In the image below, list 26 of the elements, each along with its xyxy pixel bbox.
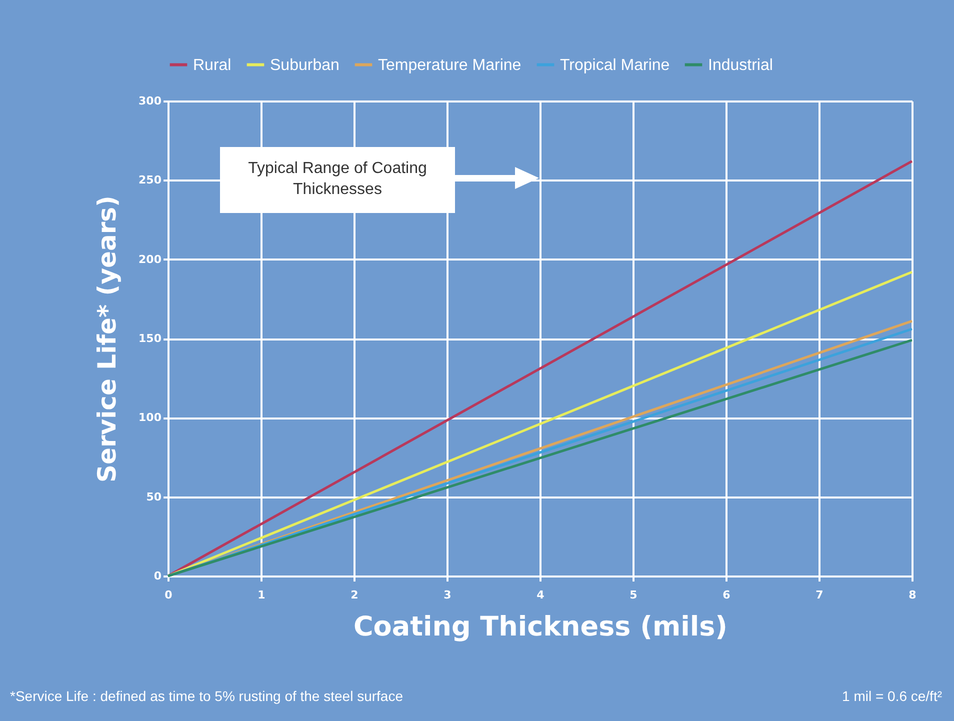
y-tick-label: 100 <box>138 411 162 424</box>
x-tick-label: 6 <box>722 588 731 602</box>
x-tick-label: 2 <box>350 588 358 602</box>
x-tick-label: 4 <box>536 588 545 602</box>
y-tick-label: 250 <box>138 174 162 187</box>
legend-label: Rural <box>193 56 232 74</box>
y-axis-title: Service Life* (years) <box>92 196 122 482</box>
x-axis-title: Coating Thickness (mils) <box>353 612 728 642</box>
x-tick-label: 5 <box>630 588 638 602</box>
legend-label: Suburban <box>270 56 340 74</box>
y-tick-label: 300 <box>138 94 162 108</box>
y-tick-label: 0 <box>154 570 162 582</box>
legend-label: Temperature Marine <box>378 56 522 74</box>
legend-label: Industrial <box>708 56 773 74</box>
y-tick-label: 150 <box>138 332 162 345</box>
y-tick-label: 200 <box>138 252 162 266</box>
x-tick-label: 0 <box>164 588 173 602</box>
x-tick-label: 3 <box>444 588 452 602</box>
y-tick-label: 50 <box>146 490 162 504</box>
text: *Service Life : defined as time to 5% rusting of the steel surface <box>10 688 403 704</box>
legend-label: Tropical Marine <box>560 56 670 74</box>
x-tick-label: 8 <box>908 588 916 602</box>
annotation: Typical Range of Coating Thicknesses <box>220 147 455 213</box>
x-tick-label: 7 <box>816 588 824 602</box>
text: 1 mil = 0.6 ce/ft² <box>842 688 942 704</box>
x-tick-label: 1 <box>258 588 266 602</box>
